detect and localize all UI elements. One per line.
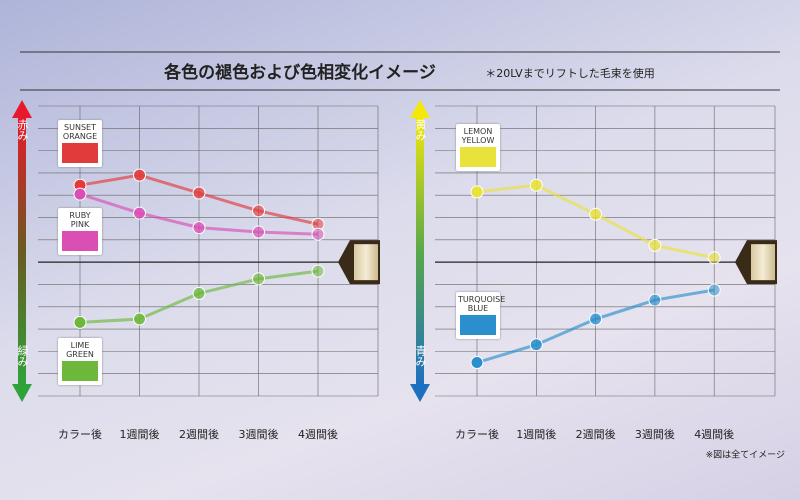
footnote: ※図は全てイメージ — [706, 449, 785, 461]
color-swatch — [62, 231, 98, 251]
data-point — [707, 283, 721, 297]
data-point — [192, 221, 206, 235]
color-swatch — [62, 143, 98, 163]
x-tick-label: 3週間後 — [635, 427, 675, 441]
data-point — [73, 315, 87, 329]
axis-top-label: 黄み — [414, 118, 427, 141]
data-point — [311, 227, 325, 241]
axis-top-label: 赤み — [16, 119, 29, 141]
data-point — [252, 225, 265, 239]
hair-swatch — [354, 244, 378, 281]
data-point — [311, 264, 325, 278]
data-point — [470, 356, 484, 370]
axis-arrow-head — [410, 384, 430, 402]
color-swatch — [62, 361, 98, 381]
color-swatch — [460, 147, 496, 167]
x-tick-label: 3週間後 — [239, 427, 279, 441]
data-point — [707, 251, 721, 265]
x-tick-label: 2週間後 — [576, 427, 616, 441]
axis-arrow — [18, 116, 26, 386]
data-point — [252, 272, 265, 286]
data-point — [133, 206, 146, 220]
data-point — [252, 204, 265, 218]
x-tick-label: 1週間後 — [120, 427, 160, 441]
data-point — [648, 238, 662, 252]
axis-bottom-label: 緑み — [16, 344, 29, 367]
series-label: TURQUOISE BLUE — [456, 292, 505, 339]
data-point — [529, 338, 543, 352]
x-tick-label: カラー後 — [455, 427, 499, 441]
note: ＊20LVまでリフトした毛束を使用 — [485, 67, 654, 80]
data-point — [133, 312, 146, 326]
series-label: SUNSET ORANGE — [58, 120, 102, 167]
axis-arrow-head — [12, 384, 32, 402]
data-point — [529, 178, 543, 192]
data-point — [73, 187, 87, 201]
axis-arrow — [416, 116, 424, 386]
data-point — [192, 186, 206, 200]
x-tick-label: カラー後 — [58, 427, 102, 441]
axis-arrow-head — [12, 100, 32, 118]
x-tick-label: 4週間後 — [298, 427, 338, 441]
data-point — [133, 168, 146, 182]
data-point — [192, 286, 206, 300]
title: 各色の褪色および色相変化イメージ — [163, 62, 436, 83]
hair-swatch — [751, 244, 775, 281]
axis-arrow-head — [410, 100, 430, 118]
x-tick-label: 1週間後 — [516, 427, 556, 441]
data-point — [648, 293, 662, 307]
series-label: RUBY PINK — [58, 208, 102, 255]
data-point — [589, 312, 603, 326]
data-point — [589, 207, 603, 221]
data-point — [470, 185, 484, 199]
series-label: LIME GREEN — [58, 338, 102, 385]
color-swatch — [460, 315, 496, 335]
axis-bottom-label: 青み — [414, 345, 427, 367]
series-label: LEMON YELLOW — [456, 124, 500, 171]
x-tick-label: 2週間後 — [179, 427, 219, 441]
x-tick-label: 4週間後 — [694, 427, 734, 441]
